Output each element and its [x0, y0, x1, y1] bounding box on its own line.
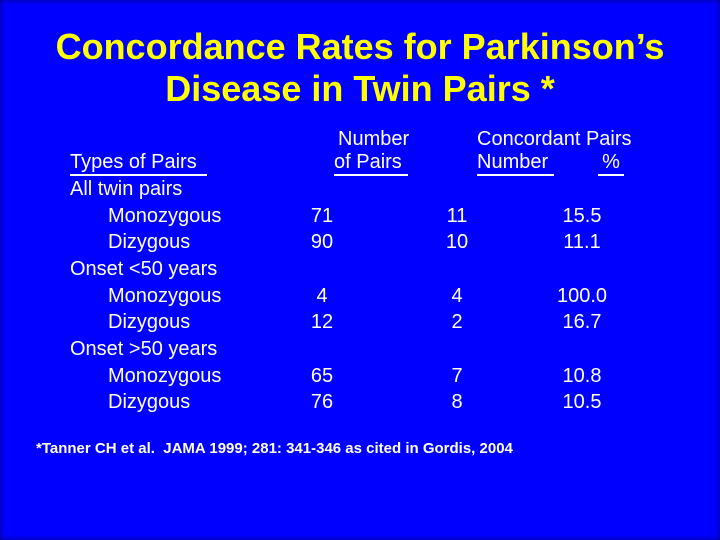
- num-pairs-cell: 90: [310, 231, 334, 253]
- concordant-number-cell: 8: [451, 391, 463, 413]
- row-label: Monozygous: [108, 205, 222, 227]
- row-label: Dizygous: [108, 311, 191, 333]
- concordant-number-cell: 7: [451, 365, 463, 387]
- num-pairs-cell: 12: [310, 311, 334, 333]
- num-pairs-cell: 65: [310, 365, 334, 387]
- concordant-pct-cell: 15.5: [562, 205, 602, 227]
- row-label: Monozygous: [108, 285, 222, 307]
- concordant-pct-cell: 10.8: [562, 365, 602, 387]
- header-types-of-pairs: Types of Pairs: [70, 150, 207, 176]
- concordant-pct-cell: 16.7: [562, 311, 602, 333]
- row-label: Dizygous: [108, 391, 191, 413]
- concordant-pct-cell: 11.1: [563, 231, 601, 253]
- row-label: Onset <50 years: [70, 258, 218, 280]
- slide-title-line2: Disease in Twin Pairs *: [165, 68, 555, 109]
- concordant-pct-cell: 100.0: [556, 285, 608, 307]
- num-pairs-cell: 4: [316, 285, 328, 307]
- concordant-number-cell: 11: [446, 205, 468, 227]
- row-label: Dizygous: [108, 231, 191, 253]
- slide-title-line1: Concordance Rates for Parkinson’s: [55, 26, 665, 67]
- row-label: Onset >50 years: [70, 338, 218, 360]
- header-concordant-pairs-group: Concordant Pairs: [477, 128, 632, 150]
- concordant-number-cell: 2: [451, 311, 463, 333]
- row-label: All twin pairs: [70, 178, 183, 200]
- header-number-of-pairs-line1: Number: [338, 128, 410, 150]
- concordant-number-cell: 4: [451, 285, 463, 307]
- slide-title: Concordance Rates for Parkinson’s Diseas…: [0, 26, 720, 110]
- header-number-of-pairs-line2: of Pairs: [334, 150, 408, 176]
- concordant-pct-cell: 10.5: [562, 391, 602, 413]
- concordant-number-cell: 10: [445, 231, 469, 253]
- num-pairs-cell: 76: [310, 391, 334, 413]
- header-concordant-percent: %: [598, 150, 624, 176]
- citation-footnote: *Tanner CH et al. JAMA 1999; 281: 341-34…: [36, 440, 513, 457]
- header-concordant-number: Number: [477, 150, 555, 176]
- num-pairs-cell: 71: [310, 205, 334, 227]
- row-label: Monozygous: [108, 365, 222, 387]
